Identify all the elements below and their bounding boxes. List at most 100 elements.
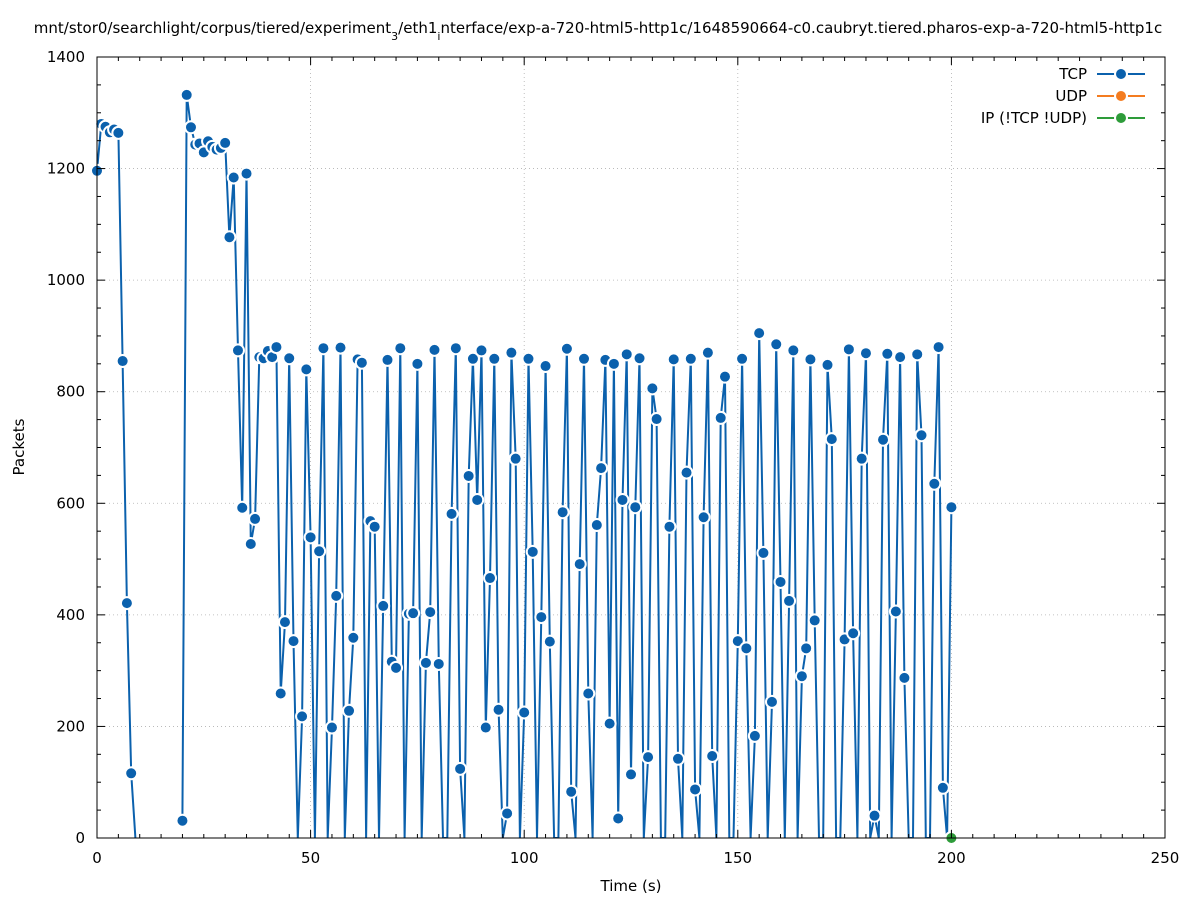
data-point	[380, 352, 395, 367]
data-point	[418, 655, 433, 670]
y-tick-label: 1400	[47, 48, 85, 66]
x-tick-label: 100	[510, 849, 539, 867]
data-point	[846, 626, 861, 641]
data-point	[799, 641, 814, 656]
data-point	[880, 346, 895, 361]
data-point	[700, 345, 715, 360]
data-point	[175, 813, 190, 828]
data-point	[764, 694, 779, 709]
data-point	[807, 613, 822, 628]
data-point	[555, 505, 570, 520]
data-point	[303, 530, 318, 545]
x-tick-label: 150	[723, 849, 752, 867]
data-point	[897, 670, 912, 685]
legend-label: TCP	[1058, 65, 1087, 83]
y-tick-label: 600	[56, 494, 85, 512]
data-point	[534, 610, 549, 625]
data-point	[444, 506, 459, 521]
data-point	[393, 341, 408, 356]
data-point	[645, 381, 660, 396]
data-point	[756, 545, 771, 560]
data-point	[773, 574, 788, 589]
data-point	[717, 369, 732, 384]
data-point	[329, 588, 344, 603]
data-point	[354, 355, 369, 370]
data-point	[944, 500, 959, 515]
data-point	[427, 342, 442, 357]
data-point	[410, 356, 425, 371]
legend-marker	[1114, 111, 1128, 125]
data-point	[179, 87, 194, 102]
legend-label: UDP	[1055, 87, 1087, 105]
plot-area	[90, 87, 959, 845]
data-point	[230, 343, 245, 358]
data-point	[739, 641, 754, 656]
data-point	[235, 500, 250, 515]
data-point	[239, 166, 254, 181]
data-point	[589, 518, 604, 533]
data-point	[222, 230, 237, 245]
data-point	[316, 341, 331, 356]
data-point	[453, 761, 468, 776]
data-point	[282, 351, 297, 366]
data-point	[679, 465, 694, 480]
data-point	[649, 412, 664, 427]
data-point	[914, 428, 929, 443]
data-point	[803, 352, 818, 367]
data-point	[572, 557, 587, 572]
chart-title-part-b: /eth1	[398, 19, 437, 37]
data-point	[564, 784, 579, 799]
data-point	[619, 347, 634, 362]
data-point	[602, 716, 617, 731]
data-point	[312, 544, 327, 559]
data-point	[688, 782, 703, 797]
data-point	[277, 615, 292, 630]
data-point	[517, 705, 532, 720]
chart-title-sub-1: 3	[391, 30, 398, 43]
data-point	[824, 432, 839, 447]
chart-title-part-a: mnt/stor0/searchlight/corpus/tiered/expe…	[34, 19, 391, 37]
y-axis-label: Packets	[10, 418, 28, 475]
data-point	[935, 780, 950, 795]
data-point	[406, 606, 421, 621]
data-point	[581, 686, 596, 701]
data-point	[521, 351, 536, 366]
data-point	[910, 347, 925, 362]
data-point	[927, 476, 942, 491]
data-point	[735, 351, 750, 366]
data-point	[376, 598, 391, 613]
legend-marker	[1114, 67, 1128, 81]
data-point	[615, 492, 630, 507]
data-point	[474, 343, 489, 358]
data-point	[867, 808, 882, 823]
data-point	[269, 340, 284, 355]
data-point	[346, 630, 361, 645]
data-point	[299, 362, 314, 377]
chart-title: mnt/stor0/searchlight/corpus/tiered/expe…	[34, 19, 1162, 43]
data-point	[183, 120, 198, 135]
data-point	[662, 519, 677, 534]
data-point	[747, 728, 762, 743]
x-tick-label: 250	[1151, 849, 1180, 867]
data-point	[273, 686, 288, 701]
data-point	[876, 432, 891, 447]
data-point	[782, 593, 797, 608]
data-point	[931, 340, 946, 355]
data-point	[333, 340, 348, 355]
data-point	[500, 806, 515, 821]
data-point	[538, 359, 553, 374]
data-point	[243, 537, 258, 552]
x-tick-label: 200	[937, 849, 966, 867]
data-point	[594, 461, 609, 476]
data-point	[504, 345, 519, 360]
data-point	[478, 720, 493, 735]
legend: TCP UDP IP (!TCP !UDP)	[981, 65, 1145, 127]
data-point	[286, 634, 301, 649]
data-point	[683, 351, 698, 366]
data-point	[705, 748, 720, 763]
data-point	[632, 351, 647, 366]
data-point	[820, 357, 835, 372]
chart-title-sub-2: i	[437, 30, 440, 43]
data-point	[423, 605, 438, 620]
data-point	[841, 342, 856, 357]
